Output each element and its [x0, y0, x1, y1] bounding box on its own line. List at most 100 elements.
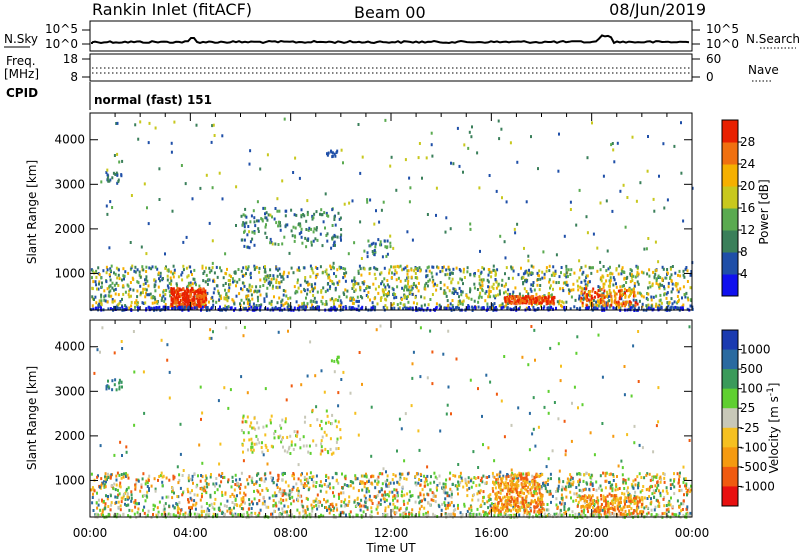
echo-cell — [527, 273, 530, 277]
echo-cell — [523, 511, 526, 515]
echo-cell — [173, 271, 176, 275]
echo-cell — [136, 289, 139, 293]
echo-cell — [279, 307, 282, 310]
echo-cell — [374, 486, 377, 490]
echo-cell — [306, 210, 309, 214]
echo-cell — [357, 489, 360, 493]
echo-cell — [117, 284, 120, 287]
echo-cell — [273, 295, 275, 299]
echo-cell — [108, 273, 111, 277]
echo-cell — [344, 288, 347, 292]
echo-cell — [456, 305, 459, 309]
echo-cell — [603, 307, 605, 311]
echo-cell — [605, 471, 608, 475]
echo-cell — [253, 482, 256, 486]
echo-cell — [628, 305, 631, 309]
echo-cell — [591, 296, 594, 300]
echo-cell — [517, 505, 520, 508]
echo-cell — [346, 484, 349, 487]
echo-cell — [426, 213, 429, 216]
echo-cell — [505, 477, 508, 481]
echo-cell — [689, 304, 692, 308]
echo-cell — [525, 297, 528, 301]
echo-cell — [347, 484, 350, 488]
echo-cell — [276, 274, 279, 278]
echo-cell — [277, 268, 279, 272]
echo-cell — [674, 305, 677, 309]
echo-cell — [621, 473, 624, 477]
echo-cell — [286, 275, 289, 279]
echo-cell — [182, 240, 185, 244]
echo-cell — [677, 300, 680, 303]
echo-cell — [528, 504, 531, 508]
echo-cell — [538, 483, 541, 487]
echo-cell — [478, 278, 481, 282]
echo-cell — [333, 272, 335, 276]
echo-cell — [406, 276, 409, 280]
echo-cell — [447, 265, 450, 269]
echo-cell — [163, 299, 166, 303]
echo-cell — [525, 475, 528, 479]
echo-cell — [170, 302, 173, 306]
echo-cell — [356, 477, 359, 481]
echo-cell — [525, 472, 528, 476]
echo-cell — [380, 282, 383, 286]
echo-cell — [681, 296, 683, 300]
echo-cell — [285, 498, 288, 502]
echo-cell — [300, 215, 303, 219]
echo-cell — [317, 504, 320, 508]
echo-cell — [200, 487, 203, 491]
echo-cell — [636, 291, 639, 295]
echo-cell — [415, 472, 418, 476]
echo-cell — [540, 486, 543, 490]
echo-cell — [576, 307, 579, 311]
echo-cell — [550, 477, 552, 481]
echo-cell — [148, 306, 151, 310]
echo-cell — [639, 181, 642, 185]
echo-cell — [193, 291, 196, 295]
echo-cell — [503, 503, 506, 507]
echo-cell — [362, 510, 365, 514]
echo-cell — [590, 266, 593, 270]
echo-cell — [247, 507, 250, 511]
echo-cell — [492, 306, 495, 310]
echo-cell — [514, 501, 517, 505]
echo-cell — [550, 273, 553, 277]
echo-cell — [263, 277, 266, 281]
echo-cell — [438, 474, 441, 478]
echo-cell — [370, 481, 373, 485]
echo-cell — [343, 272, 346, 276]
echo-cell — [183, 305, 186, 309]
echo-cell — [525, 479, 528, 483]
echo-cell — [618, 487, 621, 490]
echo-cell — [345, 513, 347, 517]
echo-cell — [512, 307, 515, 311]
echo-cell — [200, 474, 203, 477]
echo-cell — [532, 305, 535, 309]
echo-cell — [275, 483, 278, 487]
echo-cell — [198, 304, 201, 308]
echo-cell — [152, 503, 155, 507]
echo-cell — [251, 230, 254, 234]
echo-cell — [137, 281, 140, 285]
echo-cell — [154, 489, 157, 493]
echo-cell — [260, 217, 263, 221]
echo-cell — [333, 152, 336, 156]
echo-cell — [369, 266, 372, 270]
echo-cell — [345, 271, 348, 275]
echo-cell — [201, 264, 204, 268]
echo-cell — [130, 496, 133, 500]
echo-cell — [529, 482, 531, 486]
echo-cell — [190, 307, 193, 311]
echo-cell — [436, 265, 439, 269]
echo-cell — [381, 482, 384, 486]
echo-cell — [250, 293, 253, 297]
echo-cell — [309, 306, 312, 310]
echo-cell — [268, 280, 271, 284]
echo-cell — [578, 488, 581, 492]
echo-cell — [306, 478, 309, 482]
echo-cell — [222, 476, 224, 479]
echo-cell — [297, 499, 300, 503]
echo-cell — [569, 473, 572, 477]
echo-cell — [611, 487, 614, 491]
